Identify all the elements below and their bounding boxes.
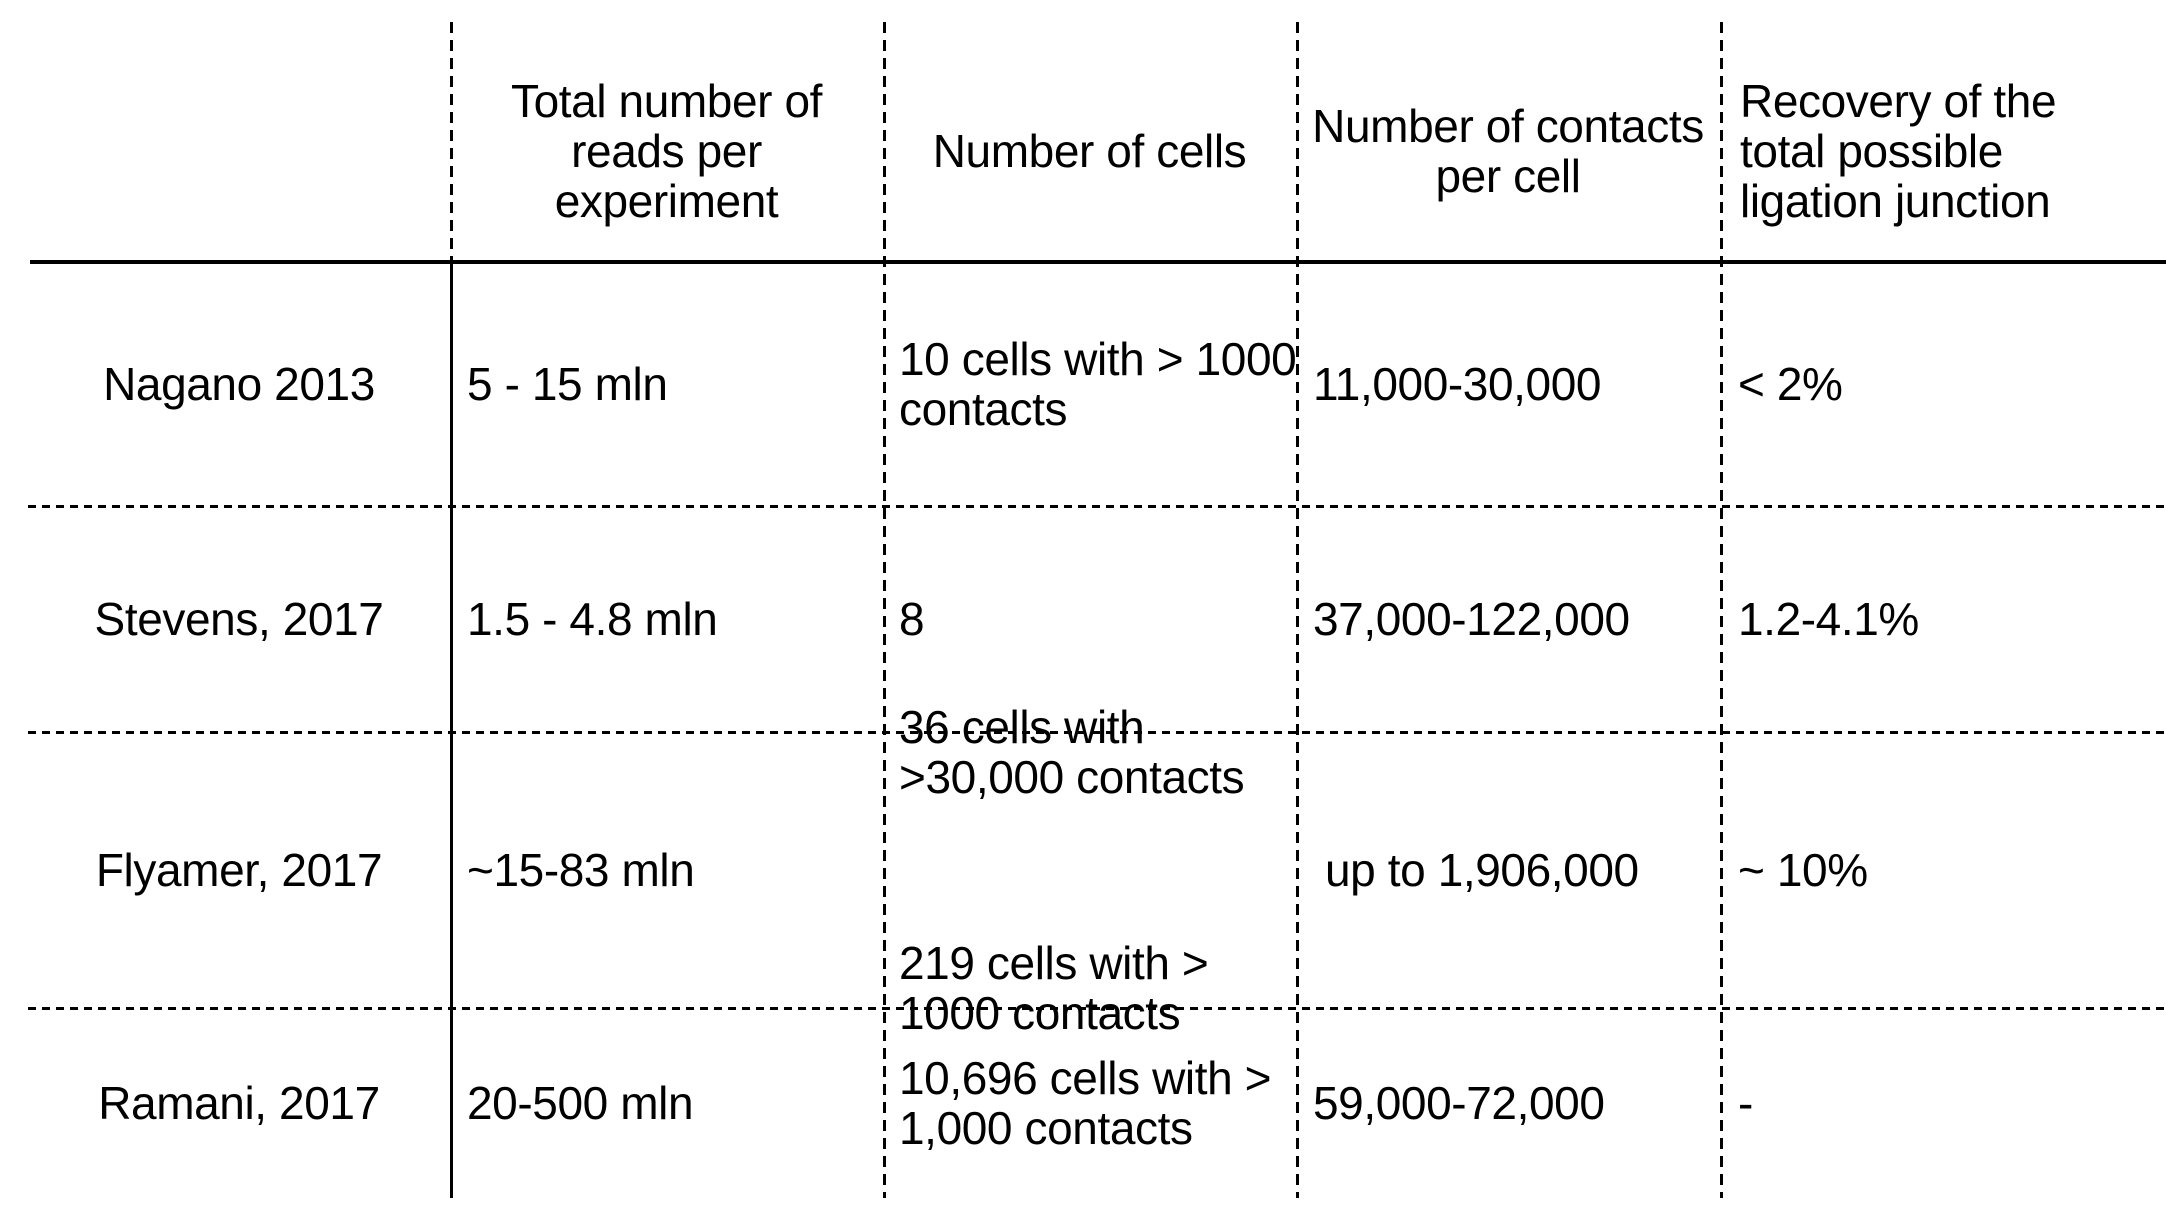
header-rule	[30, 260, 2166, 264]
row2-reads: 1.5 - 4.8 mln	[467, 592, 718, 645]
header-cell-recovery: Recovery of the total possible ligation …	[1720, 0, 2166, 262]
row4-recovery-cell: -	[1723, 1008, 2166, 1198]
row4-cells-cell: 10,696 cells with > 1,000 contacts	[886, 1008, 1307, 1198]
row2-contacts-cell: 37,000-122,000	[1299, 506, 1732, 732]
row2-recovery-cell: 1.2-4.1%	[1723, 506, 2166, 732]
column-divider-1-solid	[450, 262, 453, 1198]
row4-reads: 20-500 mln	[467, 1076, 694, 1129]
row4-contacts: 59,000-72,000	[1313, 1076, 1605, 1129]
column-divider-1-dashed-header	[450, 22, 453, 262]
header-reads-label: Total number of reads per experiment	[510, 74, 823, 228]
row2-cells: 8	[899, 592, 925, 645]
row1-cells: 10 cells with > 1000 contacts	[899, 332, 1297, 435]
header-cell-reads: Total number of reads per experiment	[450, 0, 883, 262]
header-cell-contacts: Number of contacts per cell	[1296, 0, 1720, 262]
row3-reads-cell: ~15-83 mln	[453, 732, 895, 1008]
column-divider-3	[1296, 22, 1299, 1198]
row3-study-cell: Flyamer, 2017	[28, 732, 450, 1008]
row3-contacts: up to 1,906,000	[1325, 843, 1639, 896]
row1-contacts-cell: 11,000-30,000	[1299, 262, 1732, 506]
row2-cells-cell: 8	[886, 506, 1307, 732]
row4-study-cell: Ramani, 2017	[28, 1008, 450, 1198]
row4-recovery: -	[1738, 1076, 1753, 1129]
row3-cells-cell: 36 cells with >30,000 contacts 219 cells…	[886, 701, 1307, 1038]
row4-contacts-cell: 59,000-72,000	[1299, 1008, 1732, 1198]
row3-recovery: ~ 10%	[1738, 843, 1868, 896]
row-divider-3	[28, 1007, 2166, 1010]
row2-recovery: 1.2-4.1%	[1738, 592, 1919, 645]
row4-study: Ramani, 2017	[98, 1076, 380, 1129]
column-divider-4	[1720, 22, 1723, 1198]
row3-study: Flyamer, 2017	[95, 843, 383, 896]
column-divider-2	[883, 22, 886, 1198]
row1-cells-cell: 10 cells with > 1000 contacts	[886, 262, 1307, 506]
row-divider-1	[28, 505, 2166, 508]
row3-cells-group-1: 36 cells with >30,000 contacts	[899, 700, 1245, 803]
header-recovery-label: Recovery of the total possible ligation …	[1740, 74, 2057, 228]
row3-reads: ~15-83 mln	[467, 843, 695, 896]
header-contacts-label: Number of contacts per cell	[1312, 99, 1704, 202]
row1-recovery: < 2%	[1738, 357, 1843, 410]
header-cells-label: Number of cells	[932, 124, 1247, 177]
row3-recovery-cell: ~ 10%	[1723, 732, 2166, 1008]
row1-reads: 5 - 15 mln	[467, 357, 668, 410]
row2-study: Stevens, 2017	[94, 592, 384, 645]
row4-reads-cell: 20-500 mln	[453, 1008, 895, 1198]
header-cell-number-of-cells: Number of cells	[883, 0, 1296, 262]
row3-contacts-cell: up to 1,906,000	[1299, 732, 1744, 1008]
row3-cells-group-2: 219 cells with > 1000 contacts	[899, 937, 1209, 1040]
row1-recovery-cell: < 2%	[1723, 262, 2166, 506]
row4-cells: 10,696 cells with > 1,000 contacts	[899, 1051, 1272, 1154]
row2-contacts: 37,000-122,000	[1313, 592, 1630, 645]
row1-reads-cell: 5 - 15 mln	[453, 262, 895, 506]
row-divider-2	[28, 731, 2166, 734]
row1-contacts: 11,000-30,000	[1313, 357, 1602, 410]
row1-study-cell: Nagano 2013	[28, 262, 450, 506]
row2-study-cell: Stevens, 2017	[28, 506, 450, 732]
row2-reads-cell: 1.5 - 4.8 mln	[453, 506, 895, 732]
row1-study: Nagano 2013	[103, 357, 375, 410]
